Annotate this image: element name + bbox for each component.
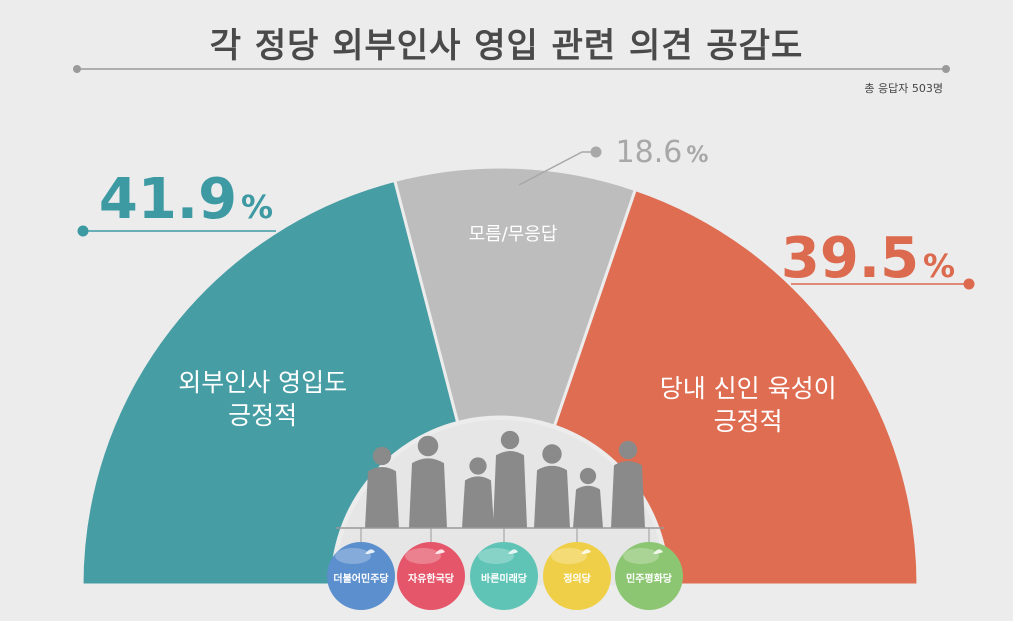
party-name-4: 정의당 xyxy=(563,572,591,585)
value-label-1: 41.9% xyxy=(99,167,273,232)
value-number-2: 18.6 xyxy=(616,135,683,170)
callout-dot-1 xyxy=(78,226,89,237)
callout-dot-3 xyxy=(964,279,975,290)
value-number-3: 39.5 xyxy=(781,226,919,291)
slice-label-3-line-2: 긍정적 xyxy=(714,407,783,436)
slice-label-2-line-1: 모름/무응답 xyxy=(469,224,558,245)
title-underline-dot-left xyxy=(73,65,81,73)
slice-label-3-line-1: 당내 신인 육성이 xyxy=(660,374,837,403)
value-number-1: 41.9 xyxy=(99,167,237,232)
party-name-2: 자유한국당 xyxy=(408,572,455,585)
value-unit-3: % xyxy=(923,247,955,285)
value-unit-1: % xyxy=(241,188,273,226)
title-underline-dot-right xyxy=(942,65,950,73)
value-label-2: 18.6% xyxy=(616,135,709,170)
value-unit-2: % xyxy=(686,143,708,168)
callout-dot-2 xyxy=(591,147,602,158)
value-label-3: 39.5% xyxy=(781,226,955,291)
slice-label-1-line-1: 외부인사 영입도 xyxy=(178,368,347,397)
party-name-5: 민주평화당 xyxy=(626,572,673,585)
party-name-3: 바른미래당 xyxy=(481,572,528,585)
slice-label-1-line-2: 긍정적 xyxy=(228,401,297,430)
party-name-1: 더불어민주당 xyxy=(333,572,389,585)
